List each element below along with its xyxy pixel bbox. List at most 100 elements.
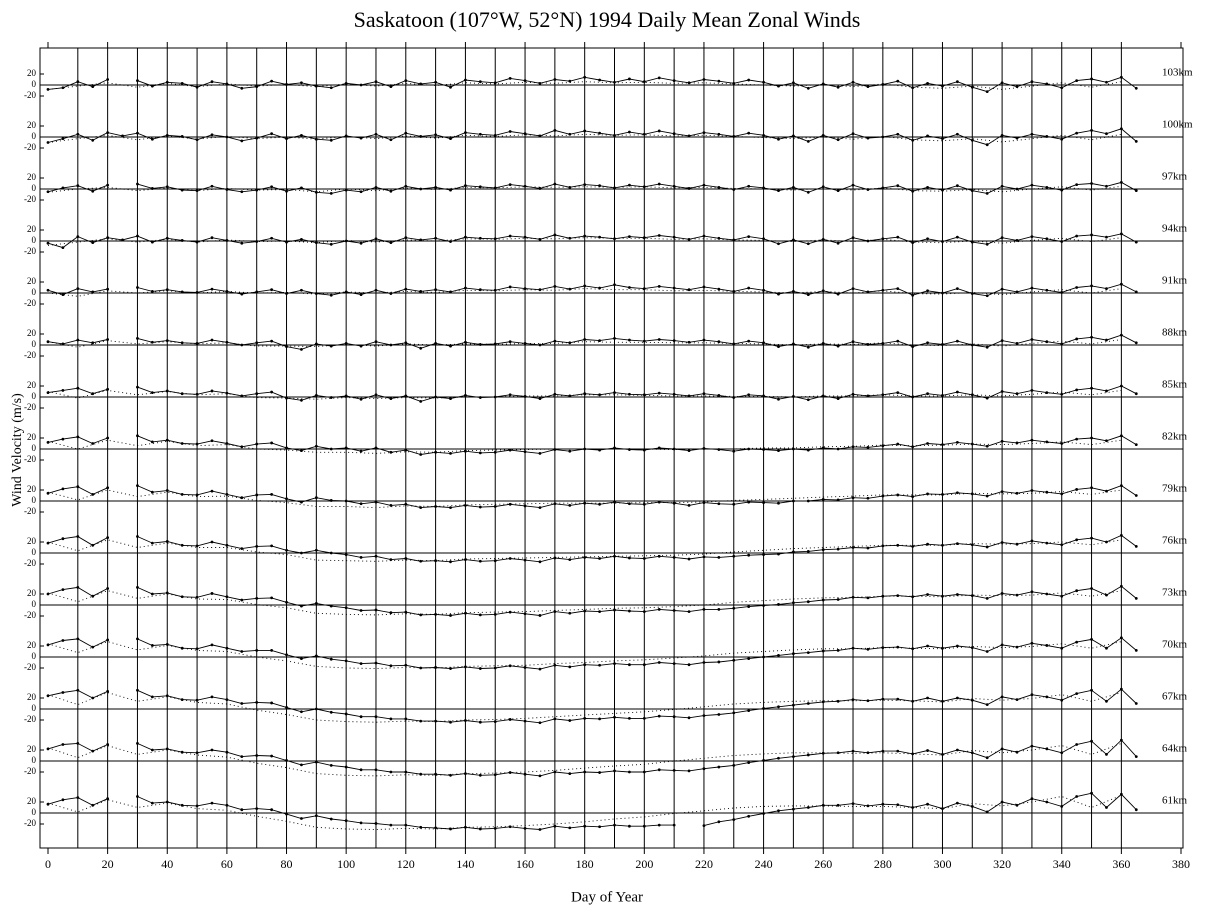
wind-point (1030, 389, 1034, 392)
wind-point (76, 435, 80, 439)
wind-point (508, 448, 512, 452)
wind-point (806, 190, 810, 194)
wind-point (508, 285, 512, 289)
wind-point (165, 800, 169, 804)
x-tick-label: 360 (1112, 857, 1130, 871)
wind-point (672, 501, 676, 505)
y-tick-label: 20 (27, 172, 37, 182)
wind-point (836, 803, 840, 807)
wind-point (955, 390, 959, 394)
wind-point (1045, 800, 1049, 804)
wind-point (657, 714, 661, 718)
wind-point (896, 235, 900, 239)
wind-point (1045, 135, 1049, 138)
wind-point (687, 237, 691, 241)
wind-point (374, 608, 378, 612)
wind-point (523, 341, 527, 345)
wind-point (1119, 534, 1123, 537)
wind-point (404, 236, 408, 240)
y-tick-label: -20 (24, 766, 36, 776)
wind-point (419, 559, 423, 563)
wind-line (47, 585, 1137, 616)
wind-line (47, 76, 1137, 93)
wind-point (180, 81, 184, 85)
wind-point (359, 83, 363, 87)
wind-point (881, 83, 885, 86)
wind-point (762, 707, 765, 710)
wind-line (47, 128, 1137, 146)
wind-point (806, 398, 810, 402)
wind-point (1119, 792, 1123, 796)
wind-point (180, 239, 184, 242)
wind-point (449, 667, 452, 670)
wind-point (702, 285, 706, 289)
wind-point (329, 604, 333, 608)
wind-point (314, 292, 318, 295)
wind-point (1015, 542, 1019, 546)
wind-point (255, 754, 259, 757)
wind-point (165, 236, 169, 240)
wind-point (493, 505, 497, 508)
wind-point (434, 341, 438, 345)
wind-point (747, 657, 751, 661)
wind-point (270, 390, 274, 394)
wind-point (419, 666, 423, 670)
wind-point (344, 239, 348, 243)
wind-point (180, 646, 184, 650)
wind-point (46, 747, 50, 751)
wind-point (508, 718, 512, 721)
wind-point (478, 343, 482, 346)
wind-point (300, 449, 303, 453)
wind-point (478, 288, 482, 292)
wind-point (657, 285, 661, 288)
wind-point (76, 338, 80, 342)
wind-point (449, 614, 452, 617)
wind-point (1090, 688, 1093, 692)
wind-point (508, 557, 512, 560)
wind-point (791, 499, 795, 503)
wind-point (687, 769, 691, 773)
wind-point (1015, 593, 1019, 597)
wind-point (136, 234, 139, 238)
wind-point (628, 770, 631, 774)
wind-point (225, 646, 229, 650)
wind-point (791, 395, 795, 398)
wind-point (374, 393, 378, 397)
wind-point (777, 603, 780, 606)
wind-point (523, 287, 527, 290)
wind-point (255, 597, 259, 600)
wind-point (434, 826, 438, 830)
wind-point (911, 647, 915, 651)
wind-point (657, 234, 661, 237)
wind-point (285, 83, 288, 86)
x-tick-label: 80 (281, 857, 293, 871)
wind-point (1105, 287, 1108, 290)
wind-point (91, 189, 95, 193)
wind-point (210, 748, 214, 752)
wind-point (1000, 184, 1004, 188)
wind-point (1015, 187, 1019, 191)
wind-point (836, 241, 840, 245)
y-tick-label: 20 (27, 640, 37, 650)
wind-point (106, 486, 110, 490)
wind-point (955, 593, 959, 596)
wind-point (210, 489, 214, 493)
wind-point (314, 137, 318, 141)
wind-point (702, 714, 706, 717)
wind-point (180, 803, 184, 807)
wind-point (911, 138, 915, 142)
wind-point (344, 499, 348, 503)
wind-point (628, 235, 631, 239)
wind-point (300, 817, 303, 820)
wind-line (47, 688, 1137, 724)
wind-point (553, 448, 557, 451)
wind-point (359, 502, 363, 506)
wind-point (926, 644, 929, 648)
wind-point (642, 824, 646, 828)
wind-point (329, 657, 333, 661)
wind-point (195, 804, 199, 808)
wind-point (613, 391, 616, 394)
wind-point (1134, 702, 1138, 705)
wind-point (359, 821, 363, 825)
y-tick-label: 0 (32, 131, 37, 141)
